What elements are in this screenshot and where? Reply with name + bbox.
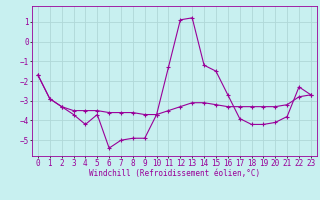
X-axis label: Windchill (Refroidissement éolien,°C): Windchill (Refroidissement éolien,°C) [89,169,260,178]
